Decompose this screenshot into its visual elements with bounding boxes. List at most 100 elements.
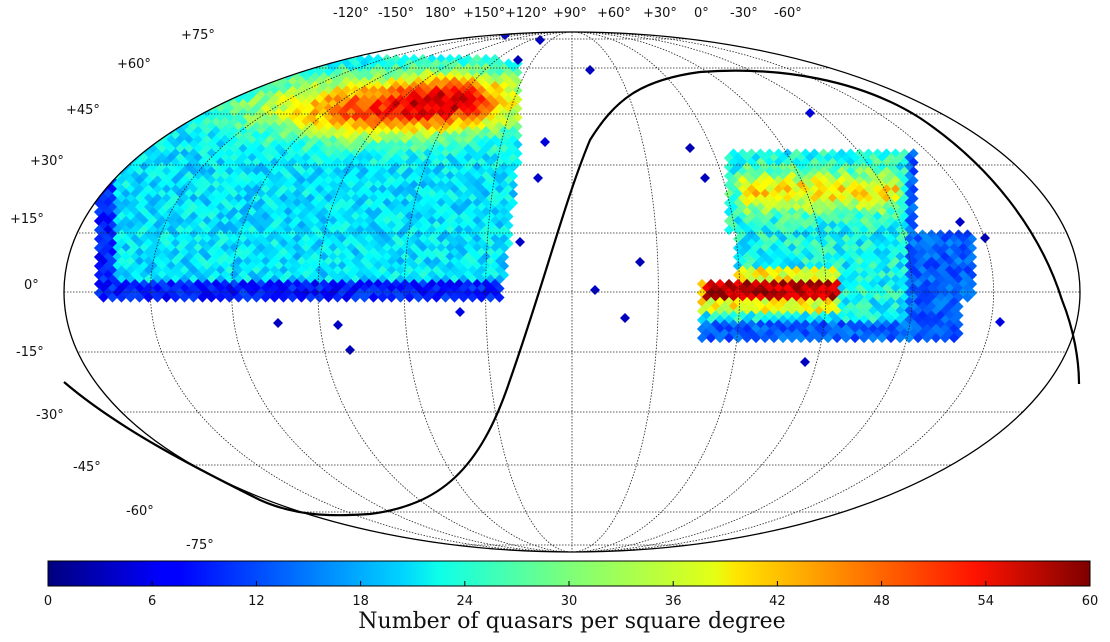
heatmap-cell bbox=[224, 85, 234, 95]
heatmap-cell bbox=[215, 76, 225, 86]
latitude-label: +15° bbox=[10, 212, 44, 227]
heatmap-cell bbox=[115, 113, 125, 123]
heatmap-cell bbox=[533, 173, 543, 183]
latitude-label: +30° bbox=[30, 154, 64, 169]
heatmap-cell bbox=[152, 94, 162, 104]
heatmap-cell bbox=[166, 117, 176, 127]
longitude-label: +60° bbox=[597, 6, 631, 21]
heatmap-cell bbox=[112, 162, 122, 172]
heatmap-cell bbox=[193, 54, 203, 64]
latitude-label: -45° bbox=[73, 460, 101, 475]
heatmap-cell bbox=[175, 81, 185, 91]
heatmap-cell bbox=[260, 67, 270, 77]
heatmap-cell bbox=[134, 85, 144, 95]
heatmap-cell bbox=[125, 139, 135, 149]
heatmap-cell bbox=[188, 85, 198, 95]
heatmap-cell bbox=[242, 58, 252, 68]
heatmap-cell bbox=[175, 72, 185, 82]
heatmap-cell bbox=[265, 63, 275, 73]
heatmap-cell bbox=[116, 157, 126, 167]
heatmap-cell bbox=[98, 175, 108, 185]
heatmap-cell bbox=[184, 81, 194, 91]
heatmap-cell bbox=[98, 166, 108, 176]
heatmap-cell bbox=[116, 121, 126, 131]
colorbar-tick-label: 12 bbox=[248, 594, 265, 609]
colorbar-tick-label: 6 bbox=[148, 594, 156, 609]
heatmap-cell bbox=[175, 85, 185, 95]
latitude-label: +45° bbox=[66, 103, 100, 118]
heatmap-cell bbox=[833, 37, 843, 47]
heatmap-cell bbox=[121, 144, 131, 154]
longitude-label: +150° bbox=[463, 6, 505, 21]
heatmap-cell bbox=[134, 130, 144, 140]
heatmap-cell bbox=[256, 54, 266, 64]
heatmap-cell bbox=[94, 144, 104, 154]
heatmap-cell bbox=[211, 90, 221, 100]
heatmap-cell bbox=[215, 58, 225, 68]
heatmap-cell bbox=[211, 72, 221, 82]
colorbar-tick-label: 48 bbox=[873, 594, 890, 609]
heatmap-cell bbox=[116, 139, 126, 149]
latitude-label: -30° bbox=[36, 408, 64, 423]
heatmap-cell bbox=[188, 67, 198, 77]
longitude-label: +30° bbox=[643, 6, 677, 21]
heatmap-cell bbox=[220, 63, 230, 73]
heatmap-cell bbox=[121, 90, 131, 100]
heatmap-cell bbox=[152, 121, 162, 131]
heatmap-cell bbox=[107, 139, 117, 149]
longitude-label: -120° bbox=[333, 6, 369, 21]
heatmap-cell bbox=[995, 317, 1005, 327]
heatmap-cell bbox=[251, 67, 261, 77]
heatmap-cell bbox=[166, 54, 176, 64]
heatmap-cell bbox=[161, 76, 171, 86]
heatmap-cell bbox=[94, 171, 104, 181]
heatmap-cell bbox=[242, 76, 252, 86]
heatmap-cell bbox=[229, 72, 239, 82]
heatmap-cell bbox=[161, 58, 171, 68]
heatmap-cell bbox=[188, 94, 198, 104]
heatmap-cell bbox=[278, 58, 288, 68]
heatmap-cell bbox=[170, 76, 180, 86]
heatmap-cell bbox=[121, 135, 131, 145]
colorbar-tick-label: 24 bbox=[457, 594, 474, 609]
heatmap-cell bbox=[283, 54, 293, 64]
heatmap-cell bbox=[121, 153, 131, 163]
heatmap-cell bbox=[161, 112, 171, 122]
heatmap-cell bbox=[134, 139, 144, 149]
heatmap-cell bbox=[229, 81, 239, 91]
heatmap-cell bbox=[211, 54, 221, 64]
heatmap-cell bbox=[139, 108, 149, 118]
heatmap-cell bbox=[157, 117, 167, 127]
heatmap-cell bbox=[175, 90, 185, 100]
heatmap-cell bbox=[134, 103, 144, 113]
heatmap-cell bbox=[121, 126, 131, 136]
heatmap-cell bbox=[269, 67, 279, 77]
heatmap-cell bbox=[193, 63, 203, 73]
heatmap-cell bbox=[130, 117, 140, 127]
heatmap-cell bbox=[98, 130, 108, 140]
heatmap-cell bbox=[148, 81, 158, 91]
latitude-label: -75° bbox=[186, 538, 214, 553]
heatmap-cell bbox=[94, 162, 104, 172]
heatmap-cell bbox=[125, 103, 135, 113]
heatmap-cell bbox=[197, 76, 207, 86]
heatmap-cell bbox=[103, 171, 113, 181]
heatmap-cell bbox=[256, 72, 266, 82]
heatmap-cell bbox=[170, 103, 180, 113]
heatmap-cell bbox=[333, 320, 343, 330]
heatmap-cell bbox=[166, 72, 176, 82]
heatmap-cell bbox=[265, 54, 275, 64]
heatmap-cell bbox=[197, 58, 207, 68]
heatmap-cell bbox=[161, 85, 171, 95]
heatmap-cell bbox=[103, 162, 113, 172]
heatmap-cell bbox=[193, 99, 203, 109]
heatmap-cell bbox=[98, 139, 108, 149]
heatmap-cell bbox=[112, 153, 122, 163]
heatmap-cell bbox=[211, 81, 221, 91]
heatmap-cell bbox=[184, 108, 194, 118]
heatmap-cell bbox=[166, 108, 176, 118]
heatmap-cell bbox=[139, 117, 149, 127]
heatmap-cell bbox=[175, 54, 185, 64]
heatmap-cell bbox=[620, 313, 630, 323]
heatmap-cell bbox=[301, 54, 311, 64]
